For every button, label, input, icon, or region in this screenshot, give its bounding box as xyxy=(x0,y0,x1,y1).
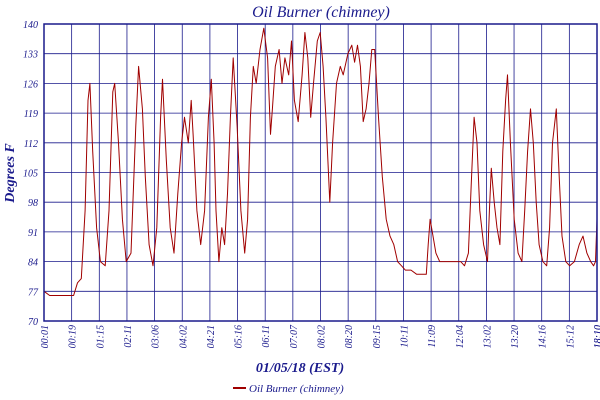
y-tick-label: 105 xyxy=(23,169,38,180)
y-tick-label: 98 xyxy=(28,198,38,209)
x-tick-label: 08:20 xyxy=(344,325,355,348)
series-line xyxy=(43,27,598,296)
x-tick-label: 13:02 xyxy=(482,325,493,348)
y-tick-label: 84 xyxy=(28,258,38,269)
x-tick-labels: 00:01 00:19 01:15 02:11 03:06 04:02 04:21 05:16… xyxy=(40,324,600,348)
x-tick-label: 04:21 xyxy=(206,325,217,348)
x-tick-label: 12:04 xyxy=(455,325,466,348)
y-tick-label: 119 xyxy=(24,109,38,120)
x-tick-label: 13:20 xyxy=(510,325,521,348)
grid xyxy=(43,23,598,322)
legend: Oil Burner (chimney) xyxy=(233,383,344,395)
y-tick-label: 140 xyxy=(23,20,38,31)
x-tick-label: 00:01 xyxy=(40,325,51,348)
x-tick-label: 08:02 xyxy=(317,325,328,348)
x-tick-label: 14:16 xyxy=(538,325,549,348)
x-tick-label: 01:15 xyxy=(95,325,106,348)
y-tick-label: 126 xyxy=(23,79,38,90)
x-tick-label: 09:15 xyxy=(372,325,383,348)
x-tick-label: 04:02 xyxy=(178,325,189,348)
x-tick-label: 18:10 xyxy=(593,325,600,348)
x-tick-label: 02:11 xyxy=(123,325,134,348)
x-tick-label: 10:11 xyxy=(399,325,410,348)
x-tick-label: 18:10 xyxy=(593,325,600,348)
y-tick-label: 91 xyxy=(28,228,38,239)
x-tick-label: 05:16 xyxy=(234,325,245,348)
plot-frame xyxy=(43,23,598,322)
x-tick-label: 03:06 xyxy=(151,325,162,348)
x-tick-label: 15:12 xyxy=(565,325,576,348)
chart-title: Oil Burner (chimney) xyxy=(252,4,390,21)
x-axis-label: 01/05/18 (EST) xyxy=(256,361,344,376)
x-tick-label: 07:07 xyxy=(289,324,300,348)
legend-label: Oil Burner (chimney) xyxy=(249,383,344,395)
x-tick-label: 06:11 xyxy=(261,325,272,348)
y-tick-label: 133 xyxy=(23,50,38,61)
y-tick-labels: 70 77 84 91 98 105 112 119 126 133 140 xyxy=(23,20,39,328)
y-tick-label: 70 xyxy=(28,317,38,328)
y-tick-label: 77 xyxy=(28,287,39,298)
y-axis-label: Degrees F xyxy=(3,143,18,204)
x-tick-label: 00:19 xyxy=(68,325,79,348)
series-layer xyxy=(43,27,598,296)
y-tick-label: 112 xyxy=(24,139,38,150)
x-tick-label: 11:09 xyxy=(427,325,438,348)
